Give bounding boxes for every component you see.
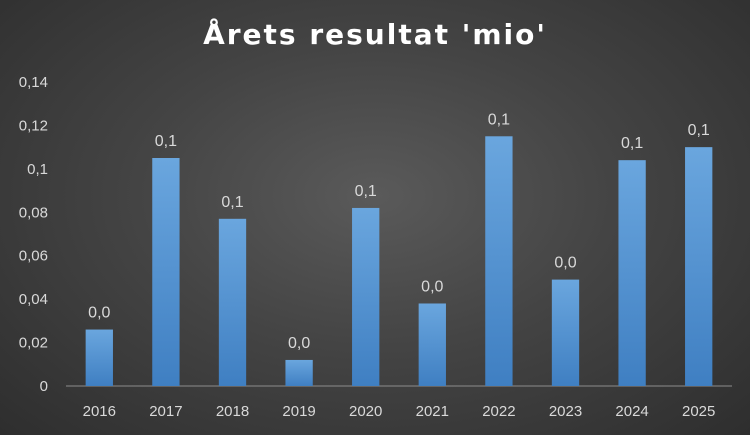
bar-2025 bbox=[685, 147, 713, 386]
bar-2024 bbox=[618, 160, 646, 386]
x-tick-label-2024: 2024 bbox=[615, 403, 648, 420]
bar-2022 bbox=[485, 136, 513, 386]
y-tick-label: 0 bbox=[40, 378, 48, 395]
x-tick-label-2020: 2020 bbox=[349, 403, 382, 420]
y-tick-label: 0,06 bbox=[19, 248, 48, 265]
data-label-2017: 0,1 bbox=[155, 133, 177, 150]
x-tick-label-2018: 2018 bbox=[216, 403, 249, 420]
data-labels: 0,0 0,1 0,1 0,0 0,1 0,0 0,1 0,0 0,1 0,1 bbox=[88, 111, 710, 352]
data-label-2016: 0,0 bbox=[88, 305, 110, 322]
data-label-2025: 0,1 bbox=[688, 122, 710, 139]
x-axis-ticks: 2016 2017 2018 2019 2020 2021 2022 2023 2024 2025 bbox=[83, 403, 716, 420]
x-tick-label-2017: 2017 bbox=[149, 403, 182, 420]
bar-2018 bbox=[218, 218, 247, 386]
bar-2021 bbox=[418, 303, 446, 386]
x-tick-label-2019: 2019 bbox=[282, 403, 315, 420]
x-tick-label-2016: 2016 bbox=[83, 403, 116, 420]
bars bbox=[85, 136, 713, 386]
y-tick-label: 0,08 bbox=[19, 204, 48, 221]
x-tick-label-2023: 2023 bbox=[549, 403, 582, 420]
data-label-2019: 0,0 bbox=[288, 335, 310, 352]
y-axis-ticks: 0 0,02 0,04 0,06 0,08 0,1 0,12 0,14 bbox=[19, 74, 48, 395]
bar-2019 bbox=[285, 359, 313, 386]
data-label-2024: 0,1 bbox=[621, 135, 643, 152]
x-tick-label-2025: 2025 bbox=[682, 403, 715, 420]
y-tick-label: 0,1 bbox=[27, 161, 48, 178]
bar-2020 bbox=[352, 207, 380, 386]
bar-2017 bbox=[152, 158, 180, 386]
y-tick-label: 0,02 bbox=[19, 335, 48, 352]
data-label-2020: 0,1 bbox=[355, 183, 377, 200]
data-label-2023: 0,0 bbox=[554, 255, 576, 272]
x-tick-label-2021: 2021 bbox=[416, 403, 449, 420]
y-tick-label: 0,14 bbox=[19, 74, 48, 91]
chart-title: Årets resultat 'mio' bbox=[203, 18, 547, 51]
data-label-2021: 0,0 bbox=[421, 278, 443, 295]
y-tick-label: 0,12 bbox=[19, 117, 48, 134]
x-tick-label-2022: 2022 bbox=[482, 403, 515, 420]
bar-2023 bbox=[551, 279, 580, 386]
bar-2016 bbox=[85, 329, 113, 386]
y-tick-label: 0,04 bbox=[19, 291, 48, 308]
data-label-2018: 0,1 bbox=[221, 194, 243, 211]
data-label-2022: 0,1 bbox=[488, 111, 510, 128]
